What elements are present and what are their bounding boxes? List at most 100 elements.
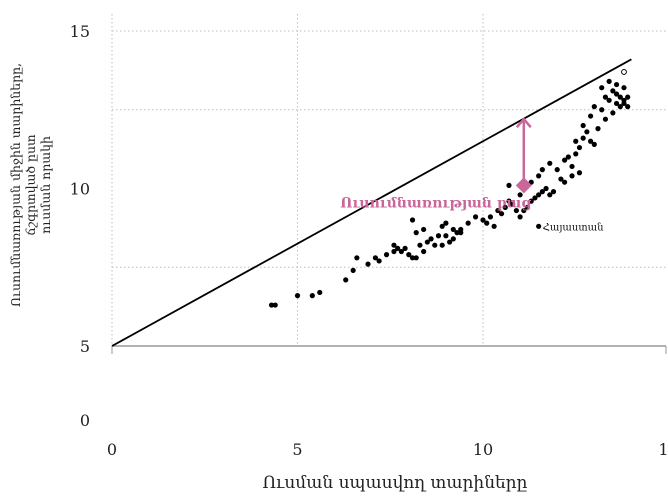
data-point <box>573 151 579 157</box>
data-point <box>550 189 557 195</box>
data-point <box>591 141 597 147</box>
data-point <box>421 226 427 233</box>
data-point <box>539 189 545 195</box>
data-point <box>372 255 379 261</box>
data-point <box>599 107 605 113</box>
data-point <box>391 242 397 248</box>
reference-line <box>111 58 632 347</box>
data-point <box>602 94 609 100</box>
data-point <box>495 207 501 214</box>
data-point <box>421 248 427 255</box>
data-point <box>587 138 594 144</box>
data-point <box>606 97 612 103</box>
data-point <box>517 214 523 220</box>
data-point <box>502 204 508 210</box>
data-point <box>554 167 560 173</box>
y-axis-title-line: ուսման որակի <box>38 136 53 234</box>
data-point <box>621 100 627 107</box>
x-axis-title: Ուսման սպասվող տարիները <box>263 473 528 493</box>
data-point <box>472 214 479 220</box>
data-point <box>521 207 527 214</box>
data-point <box>506 198 512 204</box>
data-point <box>395 245 401 251</box>
data-point <box>543 185 549 192</box>
data-point <box>591 104 597 110</box>
data-point <box>498 211 505 217</box>
data-point <box>595 126 601 132</box>
gap-diamond-marker <box>515 177 532 194</box>
data-point <box>413 230 419 236</box>
y-axis-title-line: ճշգրտված ըստ <box>23 134 38 236</box>
data-point <box>625 94 631 100</box>
y-tick-labels: 0 5 10 15 <box>70 22 90 430</box>
data-point <box>547 160 553 166</box>
data-point <box>317 289 323 296</box>
data-point <box>443 233 449 239</box>
data-point-hollow <box>621 69 627 75</box>
data-point <box>398 248 404 255</box>
x-tick-label: 10 <box>473 440 493 459</box>
data-point <box>424 239 430 245</box>
axes <box>111 345 667 354</box>
data-point <box>517 192 523 198</box>
data-point <box>539 167 545 173</box>
data-point <box>439 242 445 248</box>
data-point <box>428 236 434 242</box>
data-point <box>443 220 449 226</box>
data-point <box>576 144 583 151</box>
y-tick-label: 5 <box>80 337 90 356</box>
data-point <box>309 293 315 299</box>
gap-label: Ուսումնառության բաց <box>340 195 531 211</box>
data-point <box>580 122 586 129</box>
data-point <box>513 207 519 214</box>
data-point <box>625 104 631 110</box>
data-point <box>439 223 445 229</box>
data-point <box>584 129 590 135</box>
data-point <box>547 192 553 198</box>
data-point <box>506 182 512 188</box>
gap-arrow-head <box>515 117 532 129</box>
y-tick-label: 0 <box>80 411 90 430</box>
data-point <box>406 252 412 258</box>
data-point <box>480 217 486 223</box>
data-point <box>606 78 612 84</box>
x-tick-label: 0 <box>107 440 117 459</box>
data-point <box>350 267 356 273</box>
data-point <box>610 110 616 116</box>
data-point <box>454 230 460 236</box>
data-point <box>562 179 568 185</box>
data-point <box>268 302 275 308</box>
data-point <box>536 173 542 179</box>
x-tick-label: 5 <box>292 440 302 459</box>
x-tick-label: 15 <box>658 440 668 459</box>
y-axis-title: Ուսումնառության միջին տարիները, ճշգրտված… <box>8 63 53 307</box>
data-point <box>580 135 586 141</box>
data-points <box>268 69 631 308</box>
data-point <box>354 255 360 261</box>
data-point <box>569 173 575 179</box>
data-point <box>402 245 408 251</box>
data-point <box>484 220 490 226</box>
data-point <box>409 217 416 223</box>
data-point <box>510 201 516 207</box>
data-point <box>294 293 301 299</box>
data-point <box>602 116 609 122</box>
data-point <box>562 157 568 163</box>
data-point <box>272 302 278 308</box>
data-point <box>343 277 349 283</box>
data-point <box>391 248 397 255</box>
data-point <box>365 261 371 267</box>
data-point <box>491 223 497 229</box>
armenia-point <box>536 223 542 229</box>
learning-gap-annotation: Ուսումնառության բաց <box>340 117 532 211</box>
data-point <box>447 239 453 245</box>
data-point <box>536 192 542 198</box>
data-point <box>573 138 579 144</box>
y-tick-label: 10 <box>70 180 90 199</box>
y-axis-title-line: Ուսումնառության միջին տարիները, <box>8 63 23 307</box>
data-point <box>487 214 494 220</box>
data-point <box>528 198 534 204</box>
y-tick-label: 15 <box>70 22 90 41</box>
data-point <box>458 226 464 233</box>
data-point <box>409 255 416 261</box>
